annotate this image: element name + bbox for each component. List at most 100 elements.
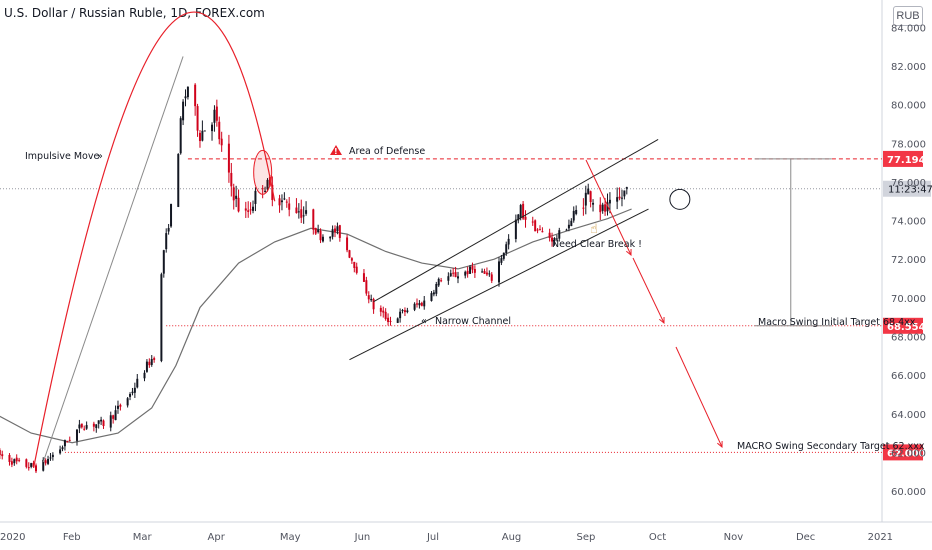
candle-body (362, 273, 365, 282)
candle-body (63, 440, 66, 447)
candle-body (447, 276, 450, 281)
chart-title: U.S. Dollar / Russian Ruble, 1D, FOREX.c… (4, 6, 265, 20)
candle-body (300, 209, 303, 218)
y-tick-label: 82.000 (891, 62, 926, 73)
horizontal-levels: 77.194 68.554 62.000 11:23:47 (0, 150, 932, 461)
candle-body (384, 311, 387, 320)
candle-body (370, 298, 373, 301)
candle-body (449, 273, 452, 277)
x-tick-label: Jul (426, 532, 439, 543)
candle-body (387, 317, 390, 323)
level-price-tag (883, 444, 923, 461)
candle-body (179, 118, 182, 154)
initial-target-label: Macro Swing Initial Target 68.4xx (758, 317, 916, 328)
candle-body (389, 320, 392, 322)
candle-body (553, 237, 556, 242)
candle-body (237, 197, 240, 212)
candle-body (519, 205, 522, 218)
y-tick-label: 78.000 (891, 139, 926, 150)
candle-body (136, 378, 139, 388)
candle-body (575, 209, 578, 214)
candle-body (469, 266, 472, 274)
x-tick-label: Apr (208, 532, 226, 543)
candle-body (288, 203, 291, 210)
candle-body (232, 187, 235, 201)
x-tick-label: Nov (724, 532, 744, 543)
candle-body (507, 238, 510, 245)
candle-body (399, 311, 402, 319)
need-clear-break-label: Need Clear Break ! (552, 239, 642, 250)
candle-body (416, 303, 419, 305)
candle-body (430, 293, 433, 301)
candle-body (30, 463, 33, 467)
x-tick-label: Jun (354, 532, 371, 543)
x-tick-label: Mar (133, 532, 153, 543)
x-tick-label: 2021 (868, 532, 893, 543)
candle-body (531, 221, 534, 223)
candle-body (334, 228, 337, 233)
candle-body (555, 238, 558, 240)
candle-body (567, 224, 570, 229)
candle-body (620, 197, 623, 199)
candle-body (558, 230, 561, 239)
y-tick-label: 70.000 (891, 294, 926, 305)
candle-body (485, 272, 488, 275)
candle-body (278, 198, 281, 206)
level-price-tag (883, 317, 923, 334)
candle-body (215, 106, 218, 121)
candle-body (97, 420, 100, 424)
candle-body (61, 447, 64, 450)
candle-body (0, 449, 1, 456)
candle-body (587, 188, 590, 195)
candle-body (92, 423, 95, 427)
currency-unit-badge[interactable]: RUB (893, 6, 923, 26)
candle-body (551, 237, 554, 242)
candle-body (297, 211, 300, 213)
candle-body (355, 266, 358, 273)
candle-body (18, 459, 21, 461)
candle-body (160, 274, 163, 361)
candle-body (220, 138, 223, 146)
candle-body (285, 201, 288, 203)
arrow-secondary (675, 346, 723, 448)
candle-body (133, 387, 136, 393)
candle-body (608, 199, 611, 204)
candle-body (517, 214, 520, 221)
candle-body (264, 190, 267, 193)
candle-body (473, 268, 476, 273)
arrow-break-2 (632, 257, 665, 324)
x-tick-label: Feb (63, 532, 81, 543)
candle-body (406, 310, 409, 313)
candle-body (201, 130, 204, 141)
candle-body (437, 278, 440, 286)
candles-layer (0, 83, 628, 474)
candle-body (143, 372, 146, 379)
candle-body (47, 458, 50, 464)
candle-body (536, 229, 539, 231)
candle-body (452, 272, 455, 274)
candle-body (44, 460, 47, 464)
y-tick-label: 72.000 (891, 255, 926, 266)
candle-body (382, 310, 385, 313)
impulsive-trendline (42, 56, 184, 463)
candle-body (280, 200, 283, 203)
level-price-label: 77.194 (887, 155, 926, 166)
candle-body (116, 405, 119, 409)
candle-body (153, 358, 156, 360)
y-tick-label: 76.000 (891, 178, 926, 189)
candle-body (353, 261, 356, 268)
x-tick-label: Dec (796, 532, 815, 543)
candle-body (25, 459, 28, 467)
candle-body (350, 258, 353, 261)
candle-body (456, 276, 459, 279)
candle-body (165, 233, 168, 250)
candle-body (500, 258, 503, 263)
y-axis: 60.000 62.000 64.000 66.000 68.000 70.000 72.0… (891, 23, 926, 498)
candle-body (305, 210, 308, 214)
candle-body (312, 209, 315, 230)
y-tick-label: 64.000 (891, 410, 926, 421)
candle-body (423, 300, 426, 307)
candle-body (80, 423, 83, 428)
candle-body (601, 204, 604, 211)
